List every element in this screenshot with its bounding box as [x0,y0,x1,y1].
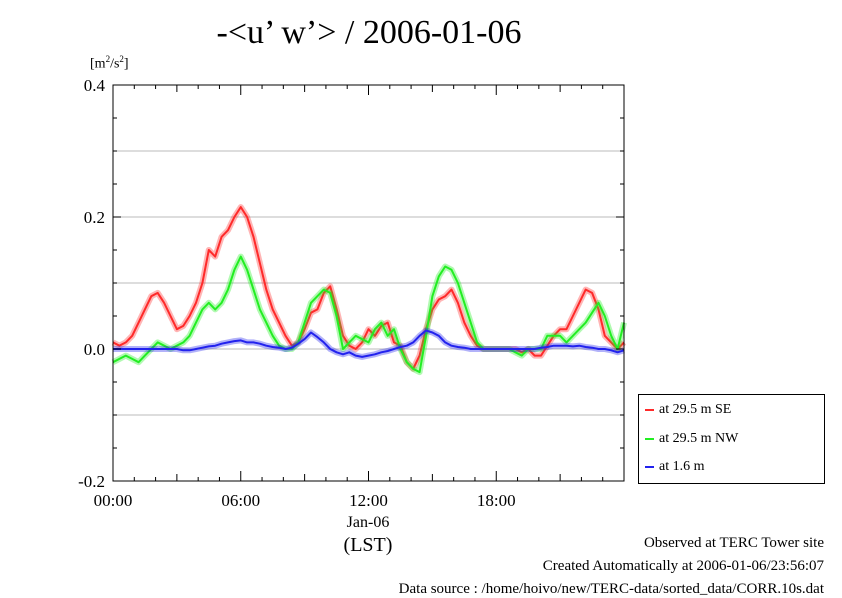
y-tick-label: 0.0 [84,340,105,359]
legend-label-low: at 1.6 m [659,459,705,474]
x-tick-label: 18:00 [477,491,516,510]
legend: at 29.5 m SE at 29.5 m NW at 1.6 m [638,394,825,484]
y-axis-unit-label: [m2/s2] [90,54,129,72]
legend-item-se: at 29.5 m SE [645,401,731,419]
legend-item-low: at 1.6 m [645,458,705,476]
x-axis-label: Jan-06 [347,514,390,531]
series-line-0 [112,206,625,370]
legend-swatch-nw [645,437,654,440]
legend-label-nw: at 29.5 m NW [659,431,739,446]
y-tick-label: 0.2 [84,208,105,227]
x-tick-label: 12:00 [349,491,388,510]
y-tick-label: -0.2 [78,472,105,491]
observed-note: Observed at TERC Tower site [643,535,824,551]
y-tick-label: 0.4 [84,76,106,95]
axis-ticks [112,84,625,482]
axis-tick-labels: -0.2 0.0 0.2 0.4 00:00 06:00 12:00 18:00 [78,76,516,510]
legend-swatch-se [645,408,654,411]
chart-title: -<u’ w’> / 2006-01-06 [216,14,522,51]
x-axis-unit-label: (LST) [344,534,393,556]
series-line-2 [113,329,625,358]
gridlines [113,150,624,416]
data-source-note: Data source : /home/hoivo/new/TERC-data/… [398,581,824,597]
created-note: Created Automatically at 2006-01-06/23:5… [542,558,824,574]
legend-swatch-low [645,465,654,468]
series-lines [111,204,627,376]
x-tick-label: 00:00 [94,491,133,510]
x-tick-label: 06:00 [221,491,260,510]
legend-label-se: at 29.5 m SE [659,402,732,417]
legend-item-nw: at 29.5 m NW [645,430,738,448]
